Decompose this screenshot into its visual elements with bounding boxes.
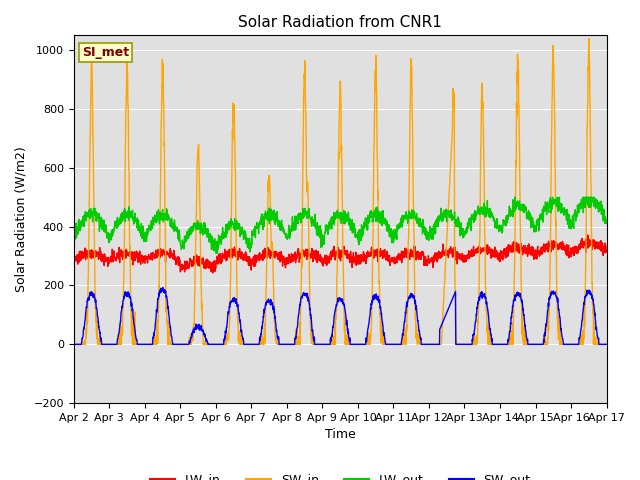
Title: Solar Radiation from CNR1: Solar Radiation from CNR1 bbox=[238, 15, 442, 30]
SW_out bbox=[367, 300, 375, 306]
Text: SI_met: SI_met bbox=[82, 47, 129, 60]
LW_in bbox=[495, 254, 503, 260]
SW_out bbox=[571, 341, 579, 347]
SW_out bbox=[356, 341, 364, 347]
X-axis label: Time: Time bbox=[324, 429, 356, 442]
LW_in bbox=[584, 232, 591, 238]
Line: LW_out: LW_out bbox=[74, 197, 607, 253]
LW_out bbox=[556, 204, 564, 210]
SW_in bbox=[355, 341, 363, 347]
SW_in bbox=[585, 36, 593, 41]
LW_out bbox=[356, 233, 364, 239]
SW_out bbox=[159, 285, 166, 290]
LW_out bbox=[603, 218, 611, 224]
LW_out bbox=[367, 208, 375, 214]
LW_in bbox=[356, 257, 364, 263]
SW_in bbox=[556, 325, 563, 331]
LW_in bbox=[70, 256, 77, 262]
LW_in bbox=[367, 252, 375, 258]
SW_out bbox=[603, 341, 611, 347]
SW_in bbox=[570, 341, 578, 347]
Line: SW_in: SW_in bbox=[74, 38, 607, 344]
LW_out bbox=[571, 212, 579, 218]
SW_out bbox=[495, 341, 503, 347]
SW_in bbox=[603, 341, 611, 347]
LW_out bbox=[511, 194, 519, 200]
SW_in bbox=[218, 341, 226, 347]
LW_out bbox=[214, 251, 221, 256]
LW_in bbox=[556, 242, 563, 248]
SW_in bbox=[367, 332, 375, 337]
Line: LW_in: LW_in bbox=[74, 235, 607, 273]
SW_in bbox=[70, 341, 77, 347]
SW_out bbox=[219, 341, 227, 347]
SW_in bbox=[495, 341, 502, 347]
LW_out bbox=[70, 235, 77, 240]
Y-axis label: Solar Radiation (W/m2): Solar Radiation (W/m2) bbox=[15, 146, 28, 292]
LW_in bbox=[219, 252, 227, 257]
LW_out bbox=[219, 225, 227, 230]
SW_out bbox=[556, 314, 563, 320]
Legend: LW_in, SW_in, LW_out, SW_out: LW_in, SW_in, LW_out, SW_out bbox=[145, 468, 536, 480]
SW_out bbox=[70, 341, 77, 347]
LW_in bbox=[209, 270, 216, 276]
Line: SW_out: SW_out bbox=[74, 288, 607, 344]
LW_out bbox=[495, 223, 503, 228]
LW_in bbox=[571, 247, 579, 253]
LW_in bbox=[603, 247, 611, 253]
